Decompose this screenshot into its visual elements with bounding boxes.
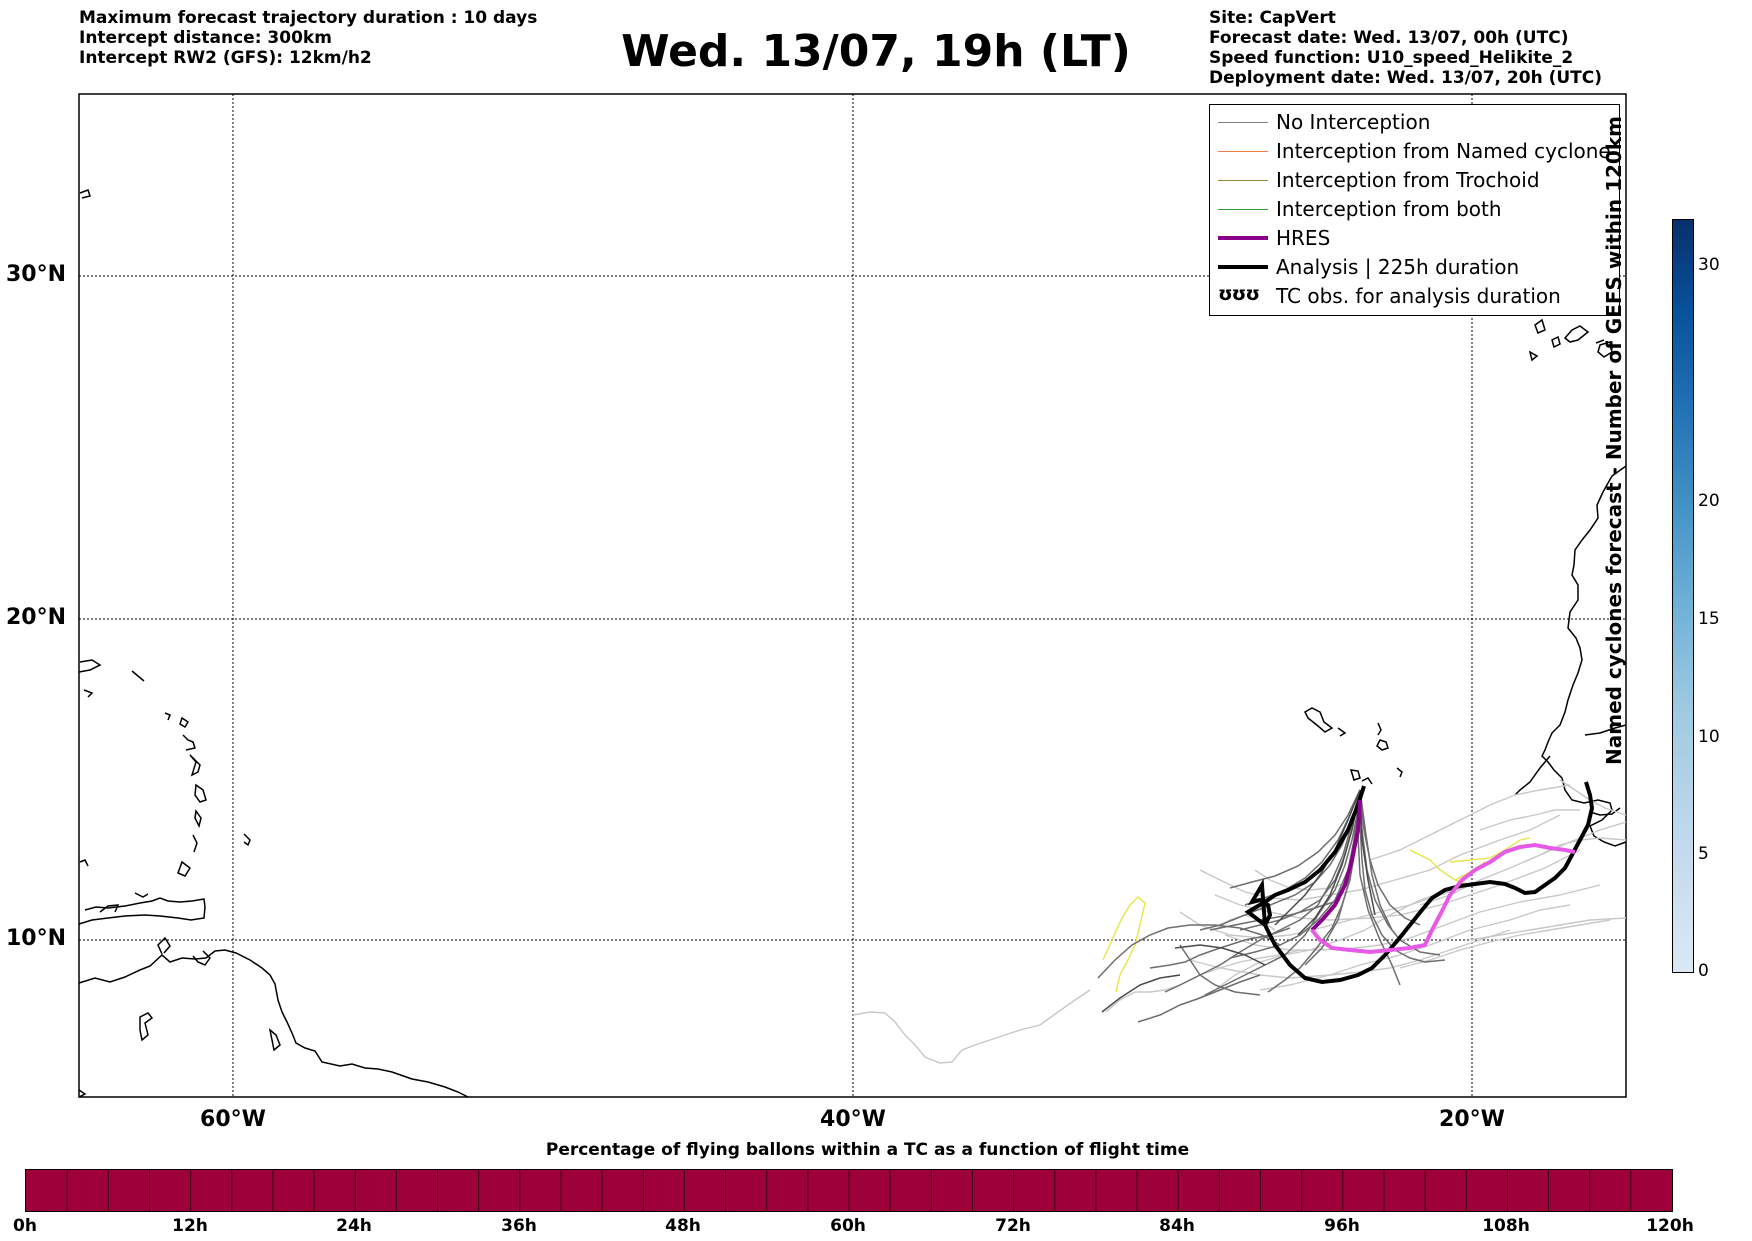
colorbar-tick-30: 30	[1698, 255, 1720, 275]
legend-item-trochoid: Interception from Trochoid	[1210, 166, 1619, 195]
intercept-rw2-text: Intercept RW2 (GFS): 12km/h2	[79, 48, 372, 68]
time-tick-84h: 84h	[1159, 1216, 1195, 1236]
lat-label-20n: 20°N	[5, 605, 66, 630]
legend-swatch	[1218, 265, 1268, 269]
max-duration-text: Maximum forecast trajectory duration : 1…	[79, 8, 538, 28]
ensemble-light-trajectories	[852, 779, 1627, 1064]
time-tick-24h: 24h	[336, 1216, 372, 1236]
legend-swatch	[1218, 151, 1268, 152]
time-tick-48h: 48h	[665, 1216, 701, 1236]
lon-label-40w: 40°W	[820, 1107, 886, 1132]
legend-swatch	[1218, 236, 1268, 240]
time-tick-108h: 108h	[1482, 1216, 1530, 1236]
coastline-americas	[78, 189, 469, 1098]
legend-item-named-cyclone: Interception from Named cyclone	[1210, 137, 1619, 166]
time-tick-12h: 12h	[172, 1216, 208, 1236]
time-tick-60h: 60h	[830, 1216, 866, 1236]
intercept-distance-text: Intercept distance: 300km	[79, 28, 332, 48]
legend-label: HRES	[1276, 226, 1331, 250]
colorbar-tick-20: 20	[1698, 491, 1720, 511]
lat-label-30n: 30°N	[5, 262, 66, 287]
page-title: Wed. 13/07, 19h (LT)	[621, 26, 1131, 77]
colorbar-tick-0: 0	[1698, 961, 1709, 981]
colorbar-tick-15: 15	[1698, 609, 1720, 629]
speed-function-text: Speed function: U10_speed_Helikite_2	[1209, 48, 1574, 68]
header-left: Maximum forecast trajectory duration : 1…	[79, 8, 537, 68]
hres-track	[1310, 799, 1362, 932]
legend-label: Interception from Trochoid	[1276, 168, 1540, 192]
time-tick-0h: 0h	[13, 1216, 37, 1236]
site-text: Site: CapVert	[1209, 8, 1336, 28]
legend-label: Interception from Named cyclone	[1276, 139, 1611, 163]
colorbar-horizontal-title: Percentage of flying ballons within a TC…	[545, 1140, 1190, 1160]
coastline-africa	[1304, 318, 1627, 847]
colorbar-vertical-label: Named cyclones forecast - Number of GEFS…	[1602, 116, 1626, 765]
colorbar-divisions	[66, 1170, 1632, 1211]
time-tick-36h: 36h	[501, 1216, 537, 1236]
legend-label: Analysis | 225h duration	[1276, 255, 1520, 279]
legend-item-no-interception: No Interception	[1210, 108, 1619, 137]
legend-swatch	[1218, 180, 1268, 181]
legend-item-both: Interception from both	[1210, 195, 1619, 224]
legend-label: Interception from both	[1276, 197, 1502, 221]
legend-label: No Interception	[1276, 110, 1431, 134]
tc-obs-symbol-icon: ʊʊʊ	[1218, 283, 1260, 305]
colorbar-tick-10: 10	[1698, 727, 1720, 747]
forecast-date-text: Forecast date: Wed. 13/07, 00h (UTC)	[1209, 28, 1569, 48]
deployment-date-text: Deployment date: Wed. 13/07, 20h (UTC)	[1209, 68, 1603, 88]
lon-label-60w: 60°W	[200, 1107, 266, 1132]
legend-label: TC obs. for analysis duration	[1276, 284, 1561, 308]
time-tick-120h: 120h	[1646, 1216, 1694, 1236]
colorbar-tick-5: 5	[1698, 844, 1709, 864]
time-tick-96h: 96h	[1324, 1216, 1360, 1236]
lat-label-10n: 10°N	[5, 926, 66, 951]
map-legend: No Interception Interception from Named …	[1209, 104, 1620, 316]
legend-swatch	[1218, 209, 1268, 210]
legend-item-analysis: Analysis | 225h duration	[1210, 253, 1619, 282]
flight-time-colorbar	[25, 1169, 1673, 1212]
time-tick-72h: 72h	[995, 1216, 1031, 1236]
legend-swatch	[1218, 122, 1268, 123]
no-interception-trajectories	[1097, 789, 1446, 1023]
lon-label-20w: 20°W	[1439, 1107, 1505, 1132]
legend-item-tc-obs: ʊʊʊ TC obs. for analysis duration	[1210, 282, 1619, 311]
cyclone-count-colorbar	[1672, 219, 1694, 973]
legend-item-hres: HRES	[1210, 224, 1619, 253]
header-right: Site: CapVert Forecast date: Wed. 13/07,…	[1209, 8, 1602, 88]
analysis-track	[1244, 781, 1595, 985]
hres-track-continued	[1310, 842, 1576, 955]
